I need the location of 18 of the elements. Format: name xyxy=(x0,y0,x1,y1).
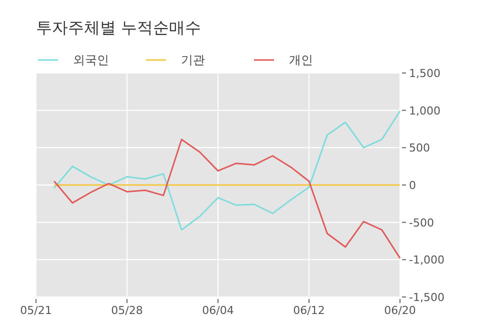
y-tick-label: -1,000 xyxy=(409,254,444,267)
legend-label: 개인 xyxy=(289,53,313,67)
y-tick-label: 0 xyxy=(409,179,416,192)
x-tick-label: 06/20 xyxy=(384,304,416,317)
chart-title: 투자주체별 누적순매수 xyxy=(36,18,202,37)
y-tick-label: 1,500 xyxy=(409,67,440,80)
legend-label: 기관 xyxy=(181,53,205,67)
legend-label: 외국인 xyxy=(73,53,109,67)
y-tick-label: -500 xyxy=(409,216,434,230)
line-series xyxy=(53,110,401,231)
x-tick-label: 05/28 xyxy=(111,304,143,317)
y-tick-label: 500 xyxy=(409,142,430,155)
x-tick-label: 05/21 xyxy=(20,304,52,317)
y-tick-label: -1,500 xyxy=(409,291,444,304)
x-tick-label: 06/04 xyxy=(202,304,234,317)
x-tick-label: 06/12 xyxy=(293,304,325,317)
line-series xyxy=(53,138,401,259)
y-tick-label: 1,000 xyxy=(409,104,440,118)
